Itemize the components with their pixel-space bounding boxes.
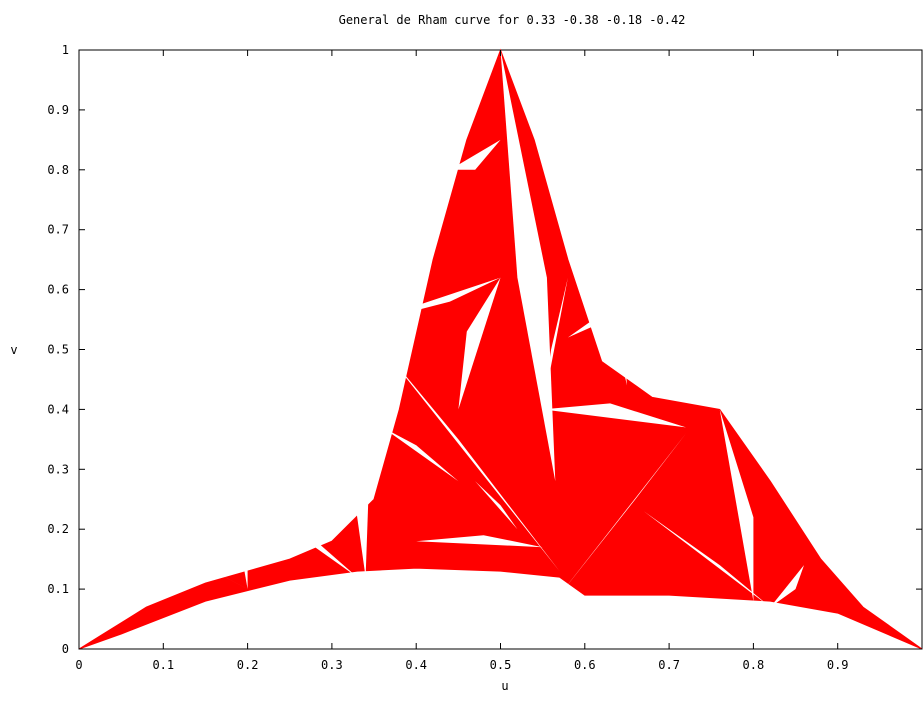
x-tick-label: 0.7	[658, 658, 680, 672]
curve-gap	[449, 139, 501, 170]
y-axis-label: v	[10, 343, 17, 357]
curve-gap	[500, 50, 556, 482]
curve-gap	[348, 337, 374, 578]
curve-gap	[416, 535, 543, 548]
curve-gap	[770, 565, 804, 608]
tick-layer: 0 0.1 0.2 0.3 0.4 0.5 0.6 0.7 0.8 0.9 0 0.1 0.2 0.3 0.…	[47, 43, 922, 672]
curve-gap	[239, 475, 248, 590]
y-tick-label: 0.9	[47, 103, 69, 117]
x-tick-label: 0	[75, 658, 82, 672]
curve-gap	[567, 307, 636, 338]
curve-gap	[542, 403, 686, 428]
curve-region	[78, 48, 923, 650]
x-tick-label: 0.6	[574, 658, 596, 672]
y-tick-label: 1	[62, 43, 69, 57]
y-tick-label: 0	[62, 642, 69, 656]
y-tick-label: 0.4	[47, 402, 69, 416]
y-tick-label: 0.2	[47, 522, 69, 536]
curve-gap	[382, 427, 459, 482]
curve-gap	[719, 409, 754, 602]
y-tick-label: 0.5	[47, 343, 69, 357]
curve-gap	[247, 481, 358, 578]
y-tick-label: 0.3	[47, 462, 69, 476]
curve-gap	[643, 511, 771, 608]
curve-gap	[247, 451, 349, 482]
curve-gap	[180, 553, 248, 590]
x-tick-label: 0.1	[152, 658, 174, 672]
curve-gap	[475, 481, 518, 530]
x-axis-label: u	[501, 679, 508, 693]
x-tick-label: 0.8	[743, 658, 765, 672]
y-tick-label: 0.8	[47, 163, 69, 177]
x-tick-label: 0.9	[827, 658, 849, 672]
x-tick-label: 0.3	[321, 658, 343, 672]
curve-gap	[601, 277, 627, 386]
curve-gap	[458, 277, 501, 410]
curve-gap	[374, 337, 560, 572]
y-tick-label: 0.6	[47, 283, 69, 297]
x-tick-label: 0.5	[490, 658, 512, 672]
curve-gap	[559, 433, 686, 596]
curve-gap	[542, 277, 568, 410]
curve-gap	[357, 277, 501, 326]
y-tick-label: 0.7	[47, 223, 69, 237]
x-tick-label: 0.4	[405, 658, 427, 672]
chart-title: General de Rham curve for 0.33 -0.38 -0.…	[339, 13, 686, 27]
x-tick-label: 0.2	[237, 658, 259, 672]
curve-layer	[78, 48, 923, 650]
y-tick-label: 0.1	[47, 582, 69, 596]
